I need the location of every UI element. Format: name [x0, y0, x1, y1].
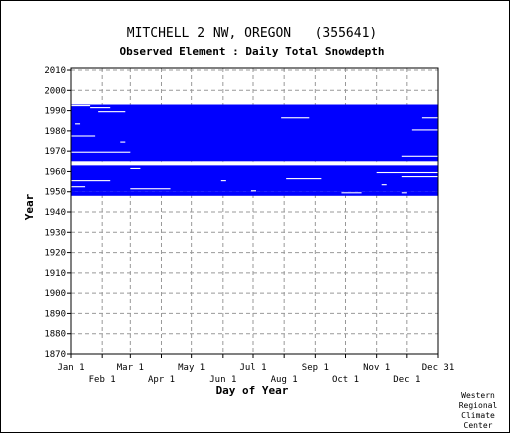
missing-segment: [71, 151, 131, 153]
missing-segment: [130, 188, 171, 190]
y-tick-label: 1950: [44, 188, 66, 198]
missing-segment: [281, 117, 310, 119]
missing-segment: [401, 192, 407, 194]
plot-area: [70, 67, 439, 355]
y-axis-ticks: 2010 2000 1990 1980 1970 1960 1950 1940 1930 1920…: [44, 66, 71, 360]
x-tick-label: Feb 1: [89, 375, 116, 385]
y-tick-label: 1870: [44, 350, 66, 360]
credit-line: Regional: [459, 401, 498, 410]
y-axis-label: Year: [23, 193, 36, 220]
y-tick-label: 1890: [44, 309, 66, 319]
x-tick-label: Oct 1: [332, 375, 359, 385]
missing-segment: [286, 178, 322, 180]
x-tick-label: Jan 1: [57, 363, 84, 373]
x-tick-label: May 1: [178, 363, 205, 373]
x-axis-label: Day of Year: [216, 384, 289, 397]
x-tick-label: Jun 1: [209, 375, 236, 385]
missing-segment: [411, 129, 438, 131]
missing-segment: [71, 180, 111, 182]
y-tick-label: 1960: [44, 167, 66, 177]
missing-segment: [71, 105, 91, 107]
missing-segment: [381, 184, 387, 186]
missing-segment: [71, 135, 96, 137]
chart-subtitle: Observed Element : Daily Total Snowdepth: [120, 45, 385, 58]
credit-line: Center: [464, 421, 493, 430]
missing-segment: [75, 123, 81, 125]
y-tick-label: 1980: [44, 127, 66, 137]
x-tick-label: Dec 31: [422, 363, 455, 373]
y-tick-label: 1930: [44, 228, 66, 238]
credit-block: Western Regional Climate Center: [459, 391, 498, 430]
y-tick-label: 1900: [44, 289, 66, 299]
y-tick-label: 1940: [44, 208, 66, 218]
credit-line: Western: [461, 391, 495, 400]
missing-segment: [90, 107, 111, 109]
missing-segment: [401, 155, 438, 157]
credit-line: Climate: [461, 411, 495, 420]
missing-segment: [250, 190, 257, 192]
y-tick-label: 1970: [44, 147, 66, 157]
y-tick-label: 2010: [44, 66, 66, 76]
missing-segment: [120, 141, 126, 143]
y-tick-label: 1880: [44, 330, 66, 340]
missing-segment: [71, 161, 438, 163]
x-tick-label: Apr 1: [148, 375, 175, 385]
y-tick-label: 2000: [44, 86, 66, 96]
data-layer: [71, 104, 438, 196]
x-tick-label: Sep 1: [302, 363, 329, 373]
missing-segment: [421, 117, 438, 119]
data-block: [71, 104, 438, 162]
x-tick-label: Nov 1: [363, 363, 390, 373]
vertical-grid: [101, 68, 408, 354]
data-block: [71, 191, 438, 196]
missing-segment: [401, 176, 438, 178]
data-block: [71, 165, 438, 192]
chart-title: MITCHELL 2 NW, OREGON (355641): [127, 26, 377, 41]
missing-segment: [341, 192, 362, 194]
y-tick-label: 1990: [44, 107, 66, 117]
missing-segment: [71, 186, 86, 188]
missing-segment: [376, 171, 438, 174]
y-tick-label: 1920: [44, 249, 66, 259]
x-axis-ticks: Jan 1 Mar 1 May 1 Jul 1 Sep 1 Nov 1 Dec 31 Feb …: [57, 354, 454, 385]
missing-segment: [220, 180, 226, 182]
x-tick-label: Mar 1: [117, 363, 144, 373]
y-tick-label: 1910: [44, 269, 66, 279]
x-tick-label: Aug 1: [271, 375, 298, 385]
missing-segment: [98, 111, 126, 113]
missing-segment: [130, 167, 141, 170]
x-tick-label: Dec 1: [393, 375, 420, 385]
x-tick-label: Jul 1: [239, 363, 266, 373]
